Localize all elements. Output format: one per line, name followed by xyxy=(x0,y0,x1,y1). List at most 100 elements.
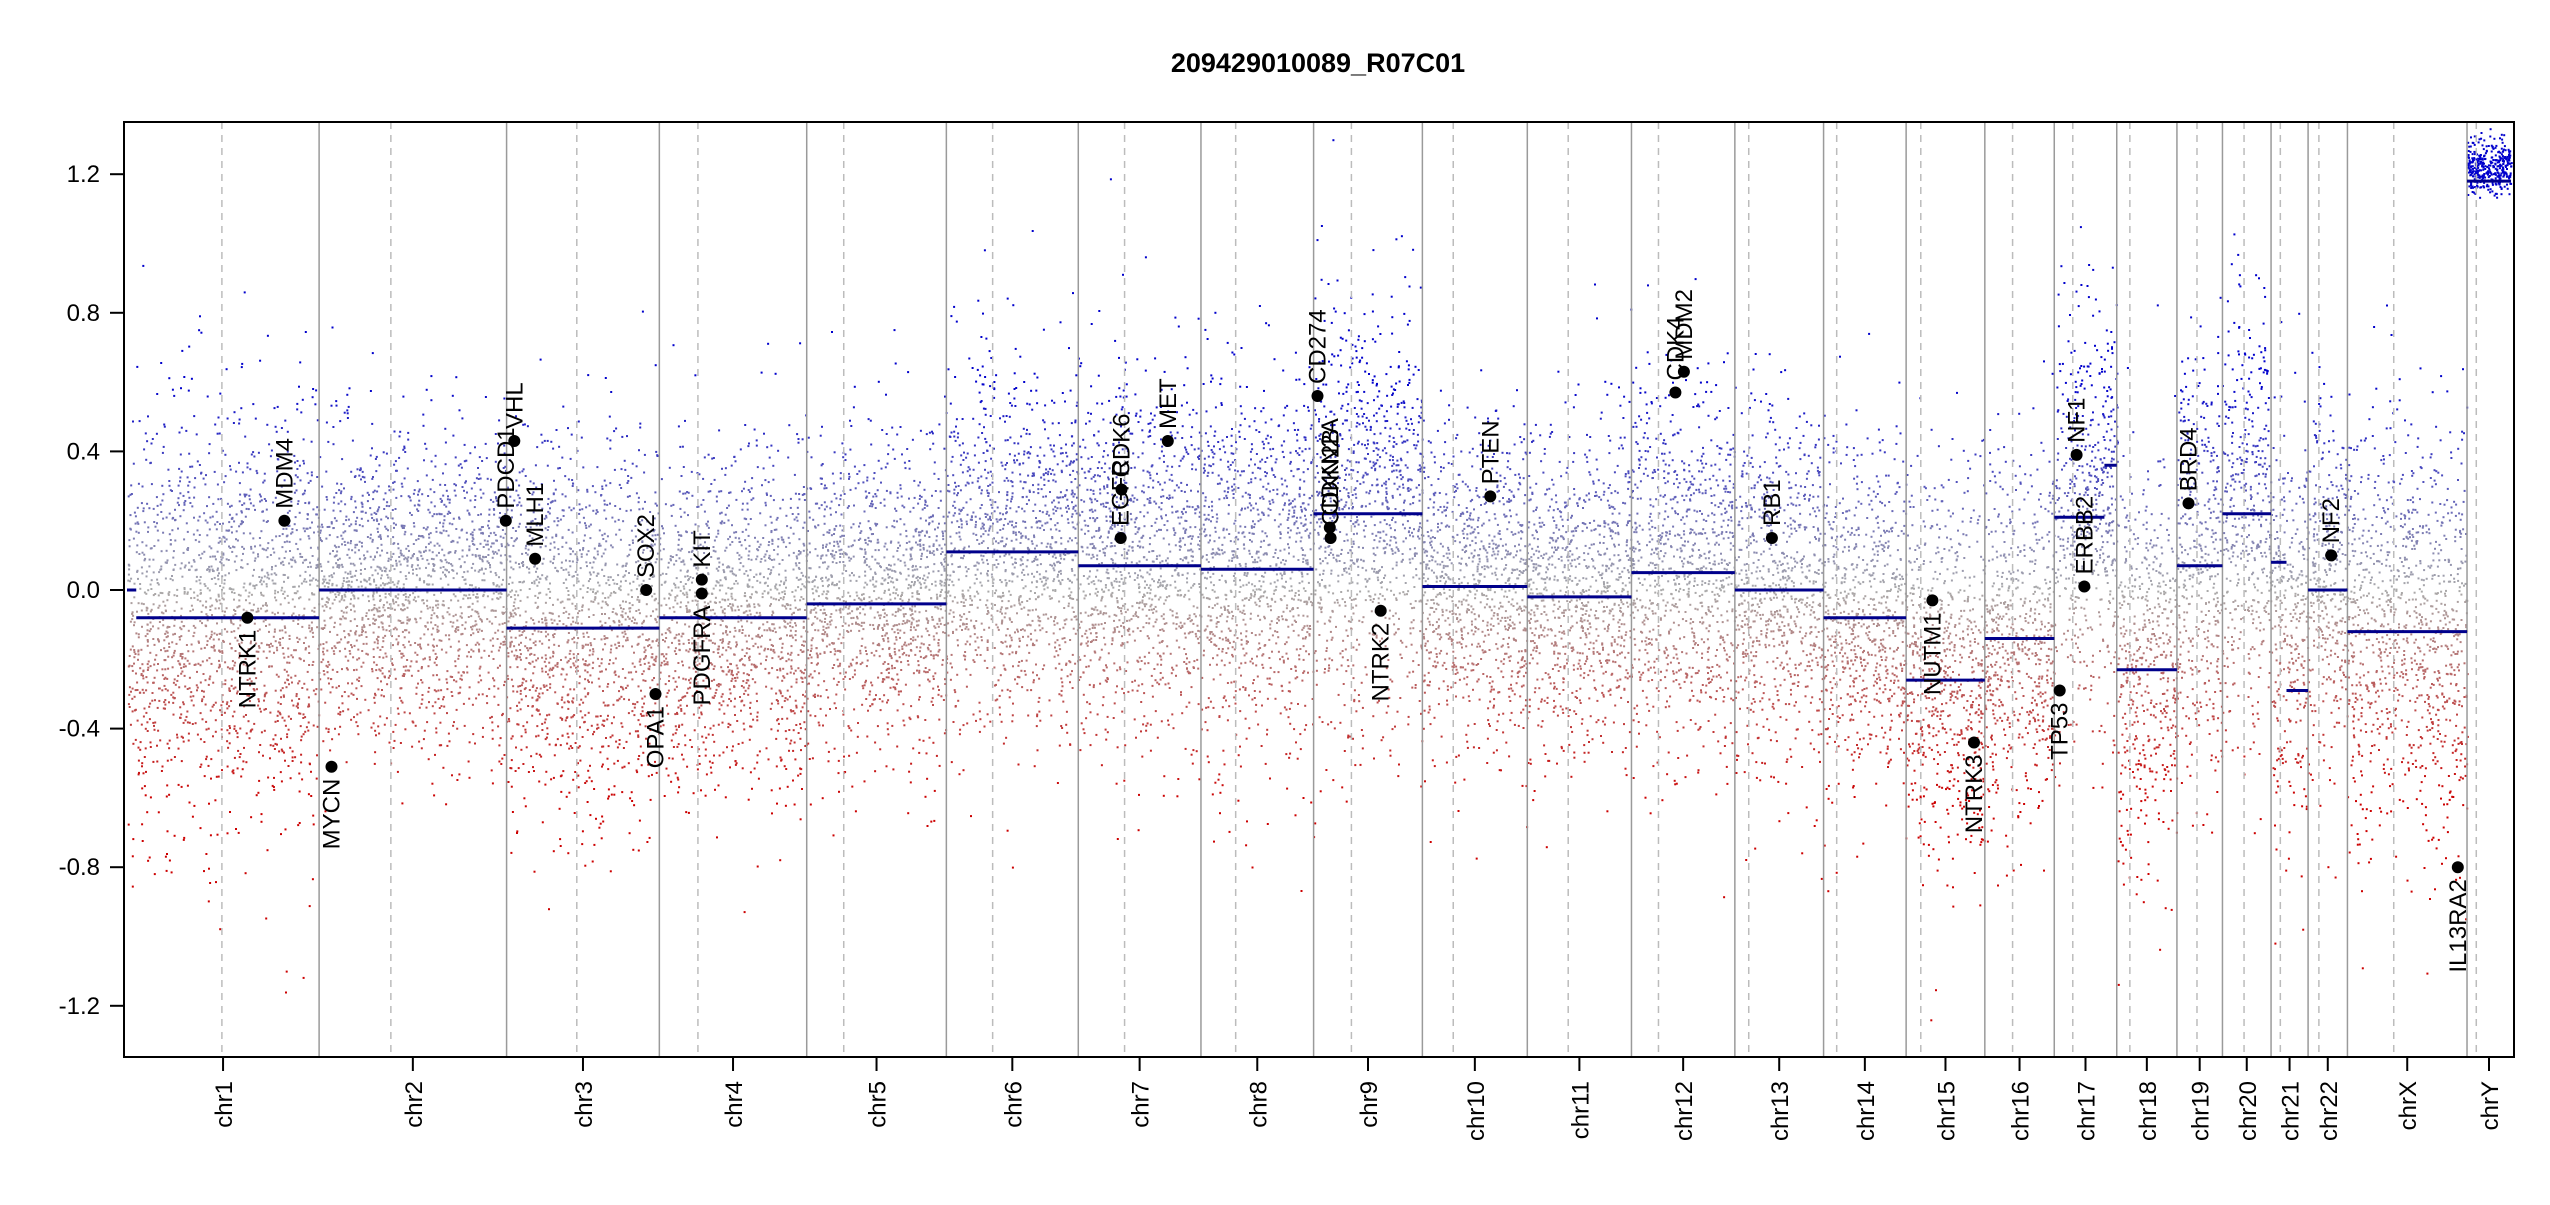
data-point xyxy=(163,678,166,680)
data-point xyxy=(165,636,168,639)
data-point xyxy=(539,524,542,527)
data-point xyxy=(604,637,607,640)
data-point xyxy=(373,578,375,581)
data-point xyxy=(140,673,143,675)
data-point xyxy=(564,475,567,478)
data-point xyxy=(509,630,511,633)
data-point xyxy=(538,577,541,580)
data-point xyxy=(158,699,161,702)
data-point xyxy=(788,542,791,545)
data-point xyxy=(172,701,175,704)
data-point xyxy=(518,497,521,500)
data-point xyxy=(616,583,619,585)
data-point xyxy=(631,800,634,802)
data-point xyxy=(648,559,651,562)
data-point xyxy=(582,466,585,469)
data-point xyxy=(425,528,428,531)
data-point xyxy=(568,791,571,794)
data-point xyxy=(133,582,136,585)
data-point xyxy=(394,595,397,598)
data-point xyxy=(312,577,315,580)
data-point xyxy=(152,507,155,510)
data-point xyxy=(164,668,167,671)
data-point xyxy=(775,692,778,695)
data-point xyxy=(760,645,763,648)
data-point xyxy=(584,660,587,663)
data-point xyxy=(478,528,481,531)
data-point xyxy=(287,576,289,579)
data-point xyxy=(406,559,409,562)
data-point xyxy=(360,541,363,544)
data-point xyxy=(727,722,730,725)
data-point xyxy=(304,730,307,733)
data-point xyxy=(577,489,580,492)
data-point xyxy=(514,770,517,772)
data-point xyxy=(160,611,163,614)
data-point xyxy=(229,642,232,645)
data-point xyxy=(194,539,197,542)
data-point xyxy=(264,692,267,695)
data-point xyxy=(662,639,664,641)
data-point xyxy=(240,520,243,523)
data-point xyxy=(561,600,564,603)
data-point xyxy=(397,580,400,583)
data-point xyxy=(422,658,425,661)
data-point xyxy=(556,662,559,664)
data-point xyxy=(437,689,440,692)
data-point xyxy=(793,803,796,806)
data-point xyxy=(262,650,265,653)
data-point xyxy=(363,578,366,581)
data-point xyxy=(565,568,568,571)
data-point xyxy=(772,478,775,481)
data-point xyxy=(228,732,231,735)
data-point xyxy=(477,570,480,573)
data-point xyxy=(611,734,614,737)
data-point xyxy=(240,407,243,410)
data-point xyxy=(624,612,627,615)
data-point xyxy=(375,591,378,594)
data-point xyxy=(435,599,438,602)
data-point xyxy=(299,712,302,715)
data-point xyxy=(298,772,301,775)
data-point xyxy=(499,737,502,740)
data-point xyxy=(606,535,609,538)
data-point xyxy=(768,541,771,543)
data-point xyxy=(603,509,606,512)
data-point xyxy=(371,538,374,541)
data-point xyxy=(480,567,483,570)
data-point xyxy=(357,585,360,588)
data-point xyxy=(196,689,198,692)
data-point xyxy=(530,520,533,523)
data-point xyxy=(471,536,474,539)
data-point xyxy=(452,593,455,596)
data-point xyxy=(780,651,783,654)
data-point xyxy=(263,699,265,702)
data-point xyxy=(644,564,647,567)
data-point xyxy=(413,489,416,492)
data-point xyxy=(741,490,743,493)
data-point xyxy=(238,653,241,656)
data-point xyxy=(577,653,580,655)
data-point xyxy=(141,840,144,842)
data-point xyxy=(474,554,477,557)
data-point xyxy=(363,476,366,479)
data-point xyxy=(452,517,455,520)
data-point xyxy=(510,636,513,639)
data-point xyxy=(746,604,749,607)
data-point xyxy=(545,770,548,773)
data-point xyxy=(600,670,603,673)
data-point xyxy=(180,713,183,716)
data-point xyxy=(475,611,478,614)
data-point xyxy=(452,569,455,572)
data-point xyxy=(767,342,770,345)
data-point xyxy=(572,620,575,623)
data-point xyxy=(499,535,502,538)
data-point xyxy=(677,538,680,541)
data-point xyxy=(792,710,795,712)
data-point xyxy=(594,592,597,595)
data-point xyxy=(582,645,585,648)
data-point xyxy=(334,727,336,730)
data-point xyxy=(145,570,148,573)
data-point xyxy=(776,553,779,556)
data-point xyxy=(459,677,462,680)
